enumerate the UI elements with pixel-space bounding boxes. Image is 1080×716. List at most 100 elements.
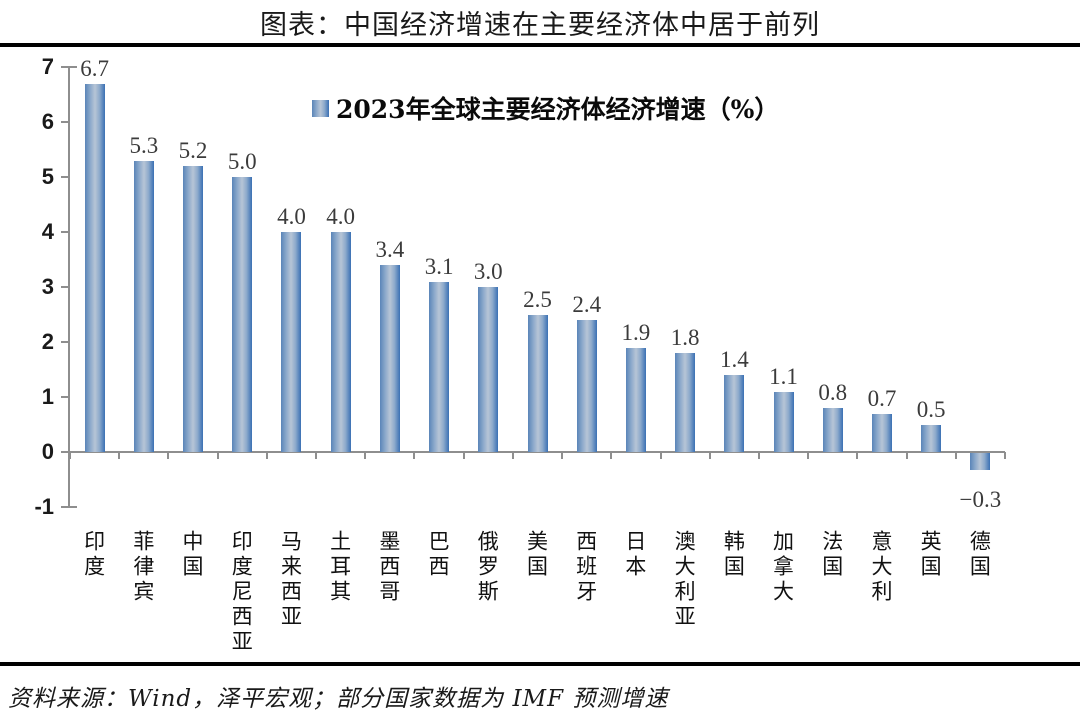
y-axis-bottom-cap (68, 506, 77, 508)
y-tick (61, 341, 68, 343)
bar-value-label: 1.1 (769, 363, 798, 389)
bar-value-label: 0.8 (818, 380, 848, 405)
x-tick (659, 452, 662, 459)
x-tick (364, 452, 367, 459)
bar-value-label: 5.3 (129, 132, 159, 158)
x-tick (167, 452, 170, 459)
y-tick-label: 1 (41, 384, 54, 409)
category-label: 德国 (967, 530, 992, 580)
x-tick (561, 452, 564, 459)
y-tick (61, 506, 68, 508)
y-tick-label: 6 (41, 109, 54, 134)
bar (871, 413, 892, 452)
bar-value-label: 5.2 (178, 138, 208, 163)
bar (921, 424, 942, 452)
y-tick-label: 5 (41, 164, 54, 189)
y-tick (61, 121, 68, 123)
category-label: 日本 (622, 530, 647, 580)
bar-value-label: 2.5 (523, 286, 552, 312)
chart-legend: 2023年全球主要经济体经济增速（%） (312, 90, 779, 126)
category-label: 中国 (180, 530, 205, 580)
x-tick (1004, 452, 1006, 459)
bar (84, 83, 105, 452)
x-tick (265, 452, 268, 459)
bar (183, 166, 204, 452)
y-tick (61, 176, 68, 178)
bar-value-label: 3.0 (473, 259, 503, 284)
bar (133, 160, 154, 452)
y-tick-label: -1 (34, 494, 54, 519)
x-tick (511, 452, 514, 459)
x-tick (757, 452, 760, 459)
y-tick-label: 3 (41, 274, 54, 299)
bar-value-label: 4.0 (326, 204, 356, 229)
bar (675, 353, 696, 452)
bar (429, 281, 450, 452)
category-label: 意大利 (868, 530, 893, 605)
y-tick-label: 4 (41, 219, 54, 244)
bar-value-label: −0.3 (959, 486, 1002, 512)
legend-label: 2023年全球主要经济体经济增速（%） (336, 95, 780, 124)
y-tick (61, 286, 68, 288)
x-tick (708, 452, 711, 459)
bar (527, 314, 548, 452)
x-tick (69, 452, 71, 459)
category-label: 印度 (81, 530, 106, 580)
x-tick (413, 452, 416, 459)
bar-value-label: 4.0 (277, 204, 306, 229)
bar (478, 287, 499, 452)
y-tick-label: 7 (41, 54, 54, 79)
x-tick (216, 452, 219, 459)
bar (330, 232, 351, 452)
bar (281, 232, 302, 452)
x-tick (856, 452, 859, 459)
bar-value-label: 1.8 (670, 325, 700, 350)
category-label: 英国 (918, 530, 943, 580)
bar-value-label: 1.4 (719, 347, 749, 372)
top-divider (0, 43, 1080, 47)
x-tick (954, 452, 957, 459)
bar (970, 453, 991, 470)
y-tick-label: 0 (41, 439, 54, 464)
category-label: 澳大利亚 (672, 530, 697, 630)
x-tick (462, 452, 465, 459)
y-axis-top-cap (68, 66, 77, 68)
y-axis (68, 66, 70, 508)
category-label: 菲律宾 (130, 530, 155, 605)
x-tick (315, 452, 318, 459)
category-label: 墨西哥 (376, 530, 401, 605)
category-label: 法国 (819, 530, 844, 580)
y-tick (61, 231, 68, 233)
bar (232, 177, 253, 452)
y-tick-label: 2 (41, 329, 54, 354)
category-label: 美国 (524, 530, 549, 580)
bar-value-label: 0.5 (916, 396, 946, 422)
y-tick (61, 396, 68, 398)
bar (576, 320, 597, 452)
category-label: 加拿大 (770, 530, 795, 605)
category-label: 印度尼西亚 (229, 530, 254, 655)
bar-value-label: 2.4 (572, 292, 602, 317)
x-tick (118, 452, 121, 459)
category-label: 西班牙 (573, 530, 598, 605)
source-note: 资料来源：Wind，泽平宏观；部分国家数据为 IMF 预测增速 (8, 686, 669, 712)
x-tick (807, 452, 810, 459)
x-axis (68, 451, 1005, 453)
y-tick (61, 66, 68, 68)
category-label: 土耳其 (327, 530, 352, 605)
bar (724, 375, 745, 452)
bar (379, 265, 400, 452)
bar-value-label: 1.9 (621, 319, 651, 345)
category-label: 马来西亚 (278, 530, 303, 630)
bottom-divider (0, 662, 1080, 666)
bar-value-label: 3.4 (375, 237, 405, 262)
category-label: 俄罗斯 (475, 530, 500, 605)
bar-value-label: 3.1 (424, 253, 454, 279)
bar-value-label: 6.7 (80, 55, 109, 81)
bar-value-label: 0.7 (867, 385, 897, 411)
category-label: 韩国 (721, 530, 746, 580)
bar (625, 347, 646, 452)
bar-value-label: 5.0 (227, 149, 257, 174)
page-title: 图表：中国经济增速在主要经济体中居于前列 (260, 10, 820, 41)
